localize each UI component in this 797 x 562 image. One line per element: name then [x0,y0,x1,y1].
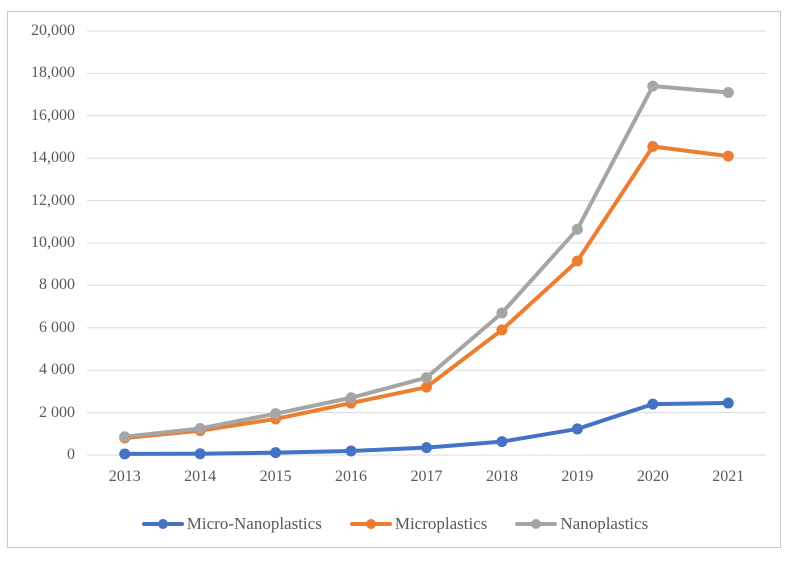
y-axis-tick-label: 8 000 [39,276,75,294]
y-axis-tick-label: 14,000 [31,149,75,167]
legend-dot-icon [531,519,542,529]
data-point-marker [722,150,734,162]
data-point-marker [722,397,734,409]
data-point-marker [194,423,206,434]
data-point-marker [194,448,206,460]
data-point-marker [647,80,659,92]
legend-dot-icon [365,519,376,529]
legend-line-dot-marker-icon [349,518,392,530]
y-axis-tick-label: 18,000 [31,64,75,82]
data-point-marker [571,423,583,435]
x-axis-tick-label: 2018 [485,468,518,485]
data-point-marker [270,447,282,459]
legend-dot-icon [157,519,168,529]
legend-item-micro-nanoplastics: Micro-Nanoplastics [141,514,322,534]
data-point-marker [647,141,659,153]
data-point-marker [345,392,357,404]
legend-line-dot-marker-icon [515,518,558,530]
x-axis-tick-label: 2020 [636,468,669,485]
x-axis-tick-label: 2021 [712,468,745,485]
data-point-marker [421,442,432,454]
x-axis-tick-label: 2014 [184,468,217,485]
x-axis-tick-label: 2017 [410,468,443,485]
data-point-marker [496,324,508,336]
y-axis-tick-label: 16,000 [31,106,75,124]
data-point-marker [496,307,508,319]
data-point-marker [722,86,734,98]
data-point-marker [421,372,432,384]
data-point-marker [496,436,508,448]
y-axis-tick-label: 2 000 [39,403,75,421]
y-axis-tick-label: 10,000 [31,234,75,251]
x-axis-tick-label: 2019 [561,468,594,485]
y-axis-tick-label: 4 000 [39,361,75,379]
legend: Micro-Nanoplastics Microplastics Nanoplast… [8,509,782,539]
x-axis-tick-label: 2013 [108,468,141,485]
data-point-marker [571,255,583,267]
data-point-marker [119,448,131,460]
data-point-marker [119,431,131,443]
y-axis-tick-label: 12,000 [31,191,75,209]
data-point-marker [270,408,282,420]
legend-line-dot-marker-icon [141,518,184,530]
x-axis-tick-label: 2015 [259,468,292,485]
x-axis-tick-label: 2016 [335,468,368,485]
legend-item-label: Micro-Nanoplastics [186,514,322,533]
data-point-marker [421,381,432,393]
legend-item-microplastics: Microplastics [349,514,488,534]
y-axis-tick-label: 6 000 [39,318,75,336]
y-axis-tick-label: 0 [67,446,75,463]
legend-item-label: Nanoplastics [560,514,649,533]
series-line-microplastics [122,144,731,441]
figure-border [7,11,781,548]
data-point-marker [571,223,583,235]
y-axis-tick-label: 20,000 [31,22,75,39]
data-point-marker [345,445,357,457]
legend-item-label: Microplastics [394,514,488,533]
legend-item-nanoplastics: Nanoplastics [515,514,648,534]
data-point-marker [647,398,659,410]
